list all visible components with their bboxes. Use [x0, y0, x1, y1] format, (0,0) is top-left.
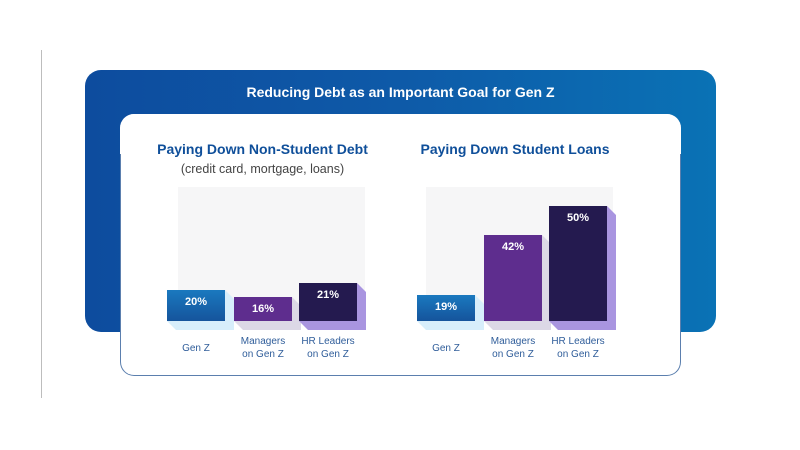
bar: 16% — [234, 297, 292, 321]
category-label: Managers on Gen Z — [240, 336, 286, 360]
data-label: 21% — [316, 289, 340, 301]
bar: 21% — [299, 283, 357, 321]
infographic-title: Reducing Debt as an Important Goal for G… — [246, 84, 555, 100]
bar: 42% — [484, 235, 542, 321]
bar: 50% — [549, 206, 607, 321]
divider-line — [41, 50, 42, 398]
bar: 20% — [167, 290, 225, 321]
category-label: Gen Z — [432, 343, 460, 354]
data-label: 19% — [434, 301, 458, 313]
category-label: HR Leaders on Gen Z — [301, 336, 355, 360]
category-label: Managers on Gen Z — [490, 336, 536, 360]
data-label: 50% — [566, 212, 590, 224]
chart-subtitle: (credit card, mortgage, loans) — [180, 162, 345, 176]
data-label: 42% — [501, 241, 525, 253]
chart-title: Paying Down Student Loans — [420, 141, 610, 157]
data-label: 20% — [184, 296, 208, 308]
category-label: Gen Z — [182, 343, 210, 354]
chart-title: Paying Down Non-Student Debt — [157, 141, 368, 157]
category-label: HR Leaders on Gen Z — [551, 336, 605, 360]
data-label: 16% — [251, 303, 275, 315]
bar: 19% — [417, 295, 475, 321]
